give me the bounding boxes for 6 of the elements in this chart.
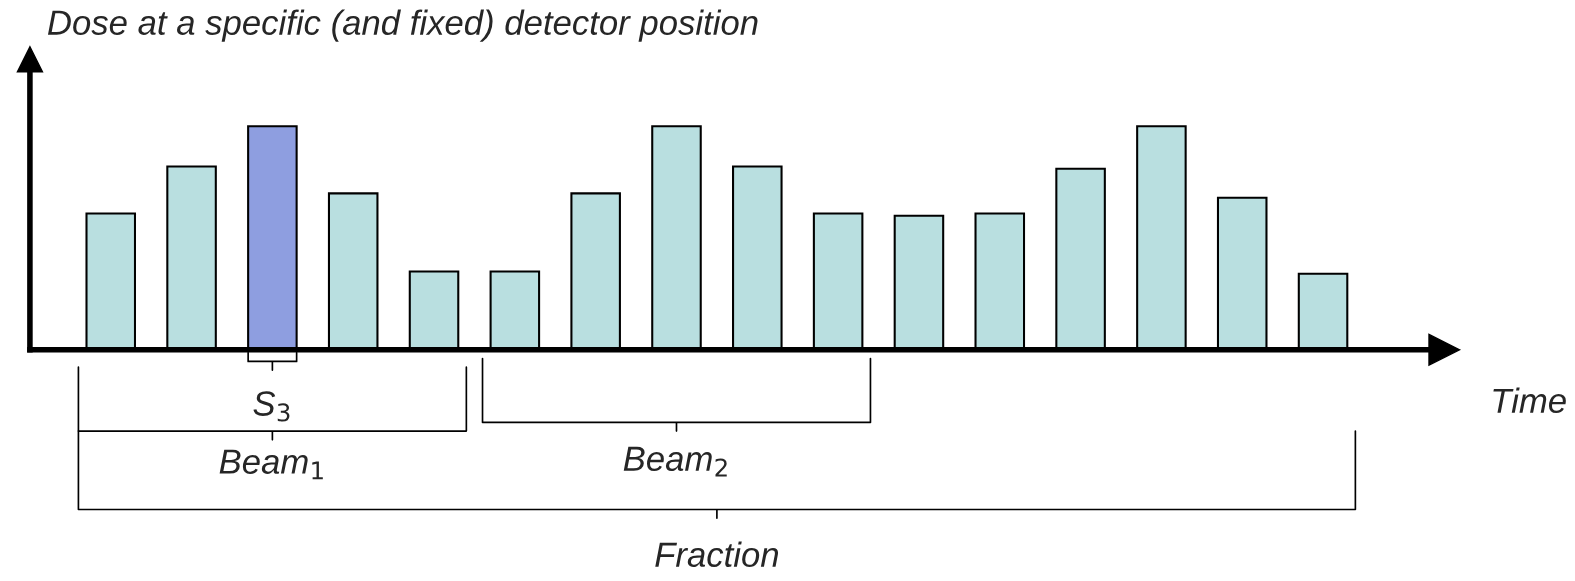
text: Beam$_{2}$: [623, 446, 727, 477]
y-axis-title: Dose at a specific (and fixed) detector position: [47, 9, 758, 42]
x-axis-title: Time: [1493, 387, 1566, 414]
text: Beam$_{1}$: [219, 449, 323, 480]
text: Fraction: [655, 541, 779, 567]
text: S$_{3}$: [253, 391, 290, 422]
